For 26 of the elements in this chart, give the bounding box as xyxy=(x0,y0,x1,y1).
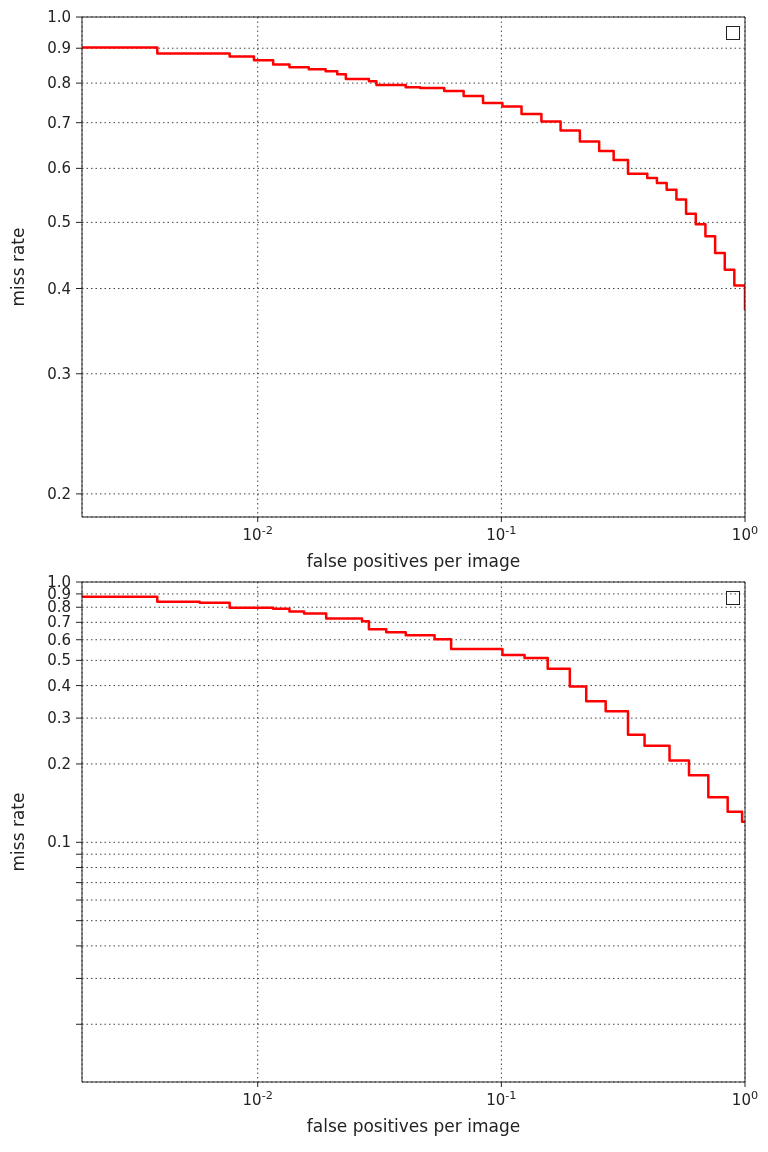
y-tick-label: 0.6 xyxy=(47,159,71,178)
x-tick-label: 10$^{0}$ xyxy=(731,1088,759,1109)
y-tick-label: 0.8 xyxy=(47,74,71,93)
y-tick-label: 0.2 xyxy=(47,484,71,503)
x-tick-label: 10$^{-2}$ xyxy=(242,1088,273,1109)
y-tick-label: 0.7 xyxy=(47,113,71,132)
y-tick-label: 0.4 xyxy=(47,676,71,695)
x-tick-label: 10$^{-1}$ xyxy=(486,523,517,544)
y-tick-label: 0.3 xyxy=(47,709,71,728)
y-tick-label: 0.2 xyxy=(47,754,71,773)
y-tick-label: 0.6 xyxy=(47,630,71,649)
x-tick-label: 10$^{0}$ xyxy=(731,523,759,544)
y-tick-label: 0.9 xyxy=(47,39,71,58)
y-tick-label: 0.5 xyxy=(47,213,71,232)
y-tick-label: 1.0 xyxy=(47,8,71,26)
y-axis-title: miss rate xyxy=(8,792,29,872)
x-axis-title: false positives per image xyxy=(306,551,521,571)
y-tick-label: 0.1 xyxy=(47,833,71,852)
y-tick-label: 0.4 xyxy=(47,279,71,298)
y-axis-title: miss rate xyxy=(8,227,29,307)
y-tick-label: 0.7 xyxy=(47,613,71,632)
y-tick-label: 0.5 xyxy=(47,651,71,670)
x-tick-label: 10$^{-1}$ xyxy=(486,1088,517,1109)
x-tick-label: 10$^{-2}$ xyxy=(242,523,273,544)
x-axis-title: false positives per image xyxy=(306,1116,521,1136)
y-tick-label: 0.3 xyxy=(47,364,71,383)
